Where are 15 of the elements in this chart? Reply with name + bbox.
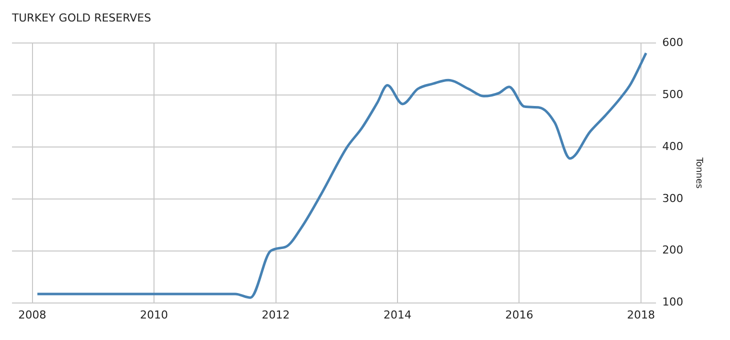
x-tick-label: 2014 — [384, 308, 412, 322]
y-tick-label: 600 — [662, 36, 684, 50]
chart-title: TURKEY GOLD RESERVES — [11, 11, 152, 24]
line-series — [36, 52, 648, 299]
y-tick-label: 300 — [662, 192, 684, 205]
x-tick-label: 2016 — [505, 308, 534, 322]
x-tick-label: 2008 — [18, 308, 46, 322]
x-tick-label: 2012 — [262, 308, 290, 322]
x-tick-label: 2018 — [626, 308, 655, 322]
y-tick-label: 100 — [662, 296, 684, 309]
y-tick-label: 400 — [662, 140, 684, 153]
y-axis-title: Tonnes — [693, 156, 704, 189]
x-tick-label: 2010 — [140, 308, 168, 322]
y-tick-label: 200 — [662, 244, 684, 257]
y-tick-label: 500 — [662, 88, 684, 101]
